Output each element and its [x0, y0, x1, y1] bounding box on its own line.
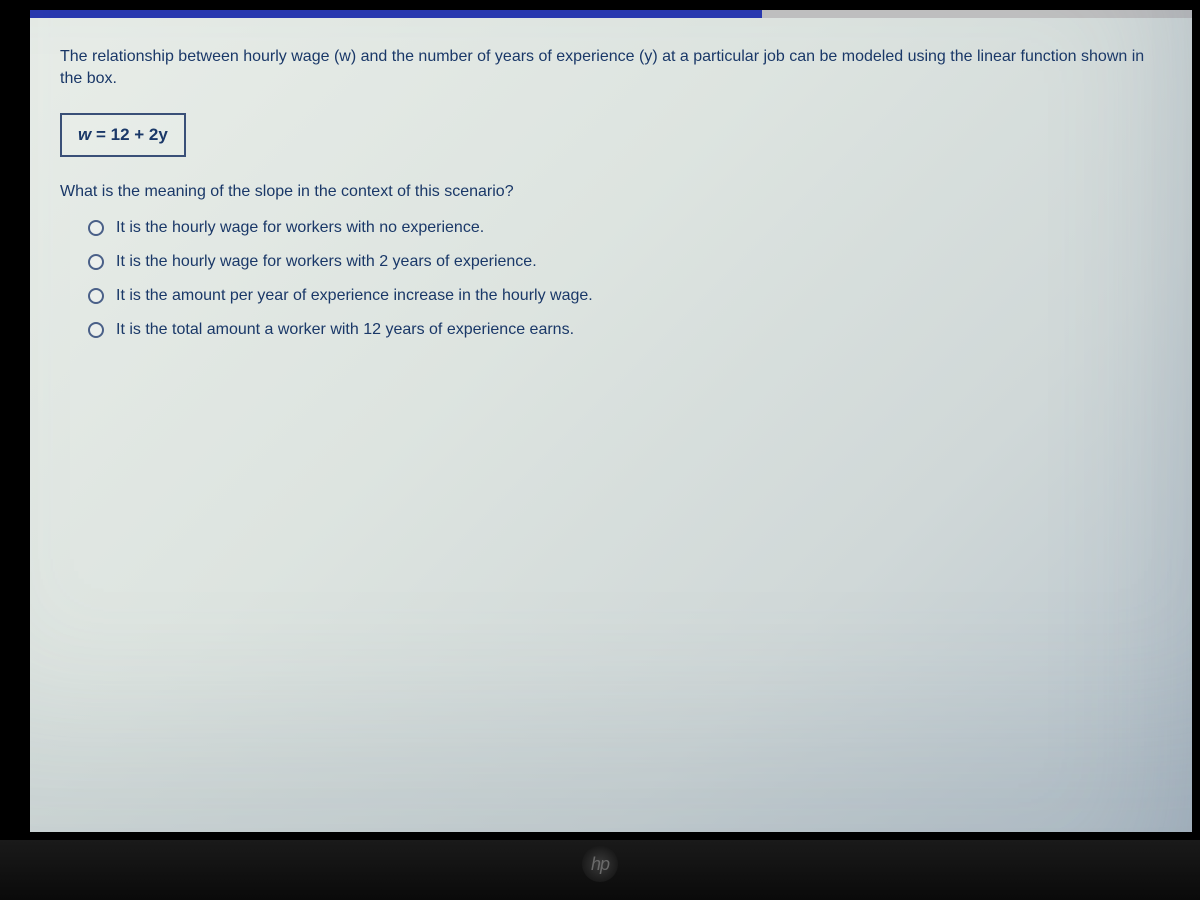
hp-logo-icon: hp	[582, 846, 618, 882]
radio-icon[interactable]	[88, 288, 104, 304]
option-label: It is the amount per year of experience …	[116, 287, 593, 305]
monitor-bezel: hp	[0, 840, 1200, 900]
equation-equals: =	[91, 125, 110, 144]
radio-icon[interactable]	[88, 254, 104, 270]
progress-bar-fill	[30, 10, 762, 18]
sub-question: What is the meaning of the slope in the …	[60, 183, 1162, 201]
equation-box: w = 12 + 2y	[60, 113, 186, 157]
option-row[interactable]: It is the total amount a worker with 12 …	[88, 321, 1162, 339]
option-row[interactable]: It is the amount per year of experience …	[88, 287, 1162, 305]
option-row[interactable]: It is the hourly wage for workers with n…	[88, 219, 1162, 237]
screen-content: The relationship between hourly wage (w)…	[30, 10, 1192, 832]
option-label: It is the total amount a worker with 12 …	[116, 321, 574, 339]
radio-icon[interactable]	[88, 220, 104, 236]
option-label: It is the hourly wage for workers with 2…	[116, 253, 537, 271]
equation-rhs: 12 + 2y	[111, 125, 168, 144]
options-list: It is the hourly wage for workers with n…	[60, 219, 1162, 339]
quiz-content: The relationship between hourly wage (w)…	[30, 18, 1192, 385]
option-label: It is the hourly wage for workers with n…	[116, 219, 484, 237]
monitor-frame: The relationship between hourly wage (w)…	[0, 0, 1200, 840]
question-intro: The relationship between hourly wage (w)…	[60, 46, 1162, 91]
equation-var-w: w	[78, 125, 91, 144]
option-row[interactable]: It is the hourly wage for workers with 2…	[88, 253, 1162, 271]
radio-icon[interactable]	[88, 322, 104, 338]
progress-bar	[30, 10, 1192, 18]
